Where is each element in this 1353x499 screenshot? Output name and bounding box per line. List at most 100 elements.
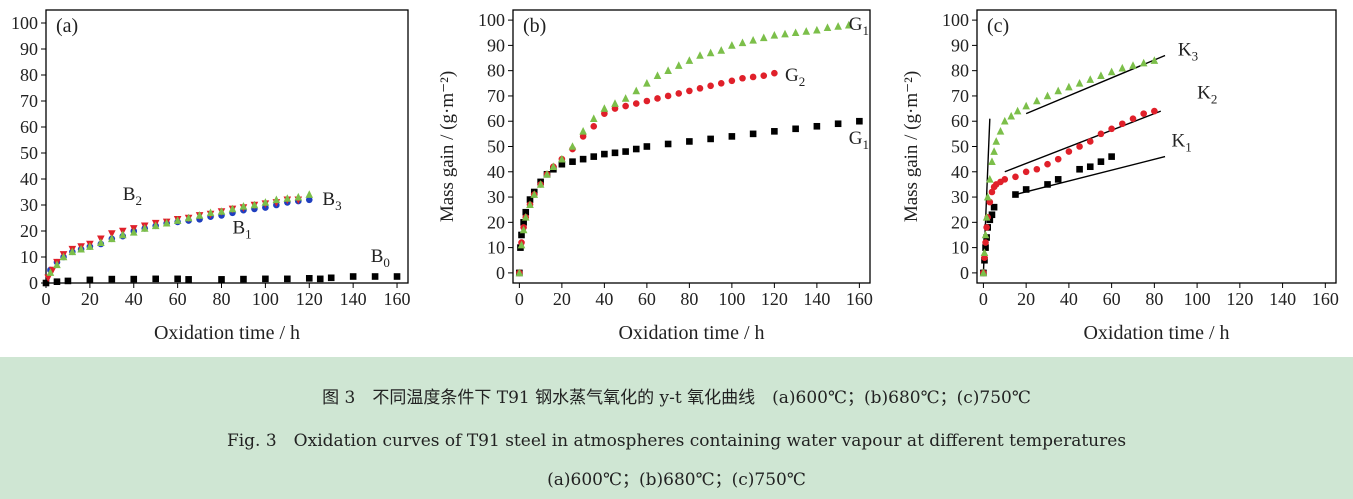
data-point-g3 — [517, 240, 526, 249]
data-point-g2 — [590, 122, 598, 130]
data-point-k1 — [990, 203, 998, 211]
y-tick-label: 60 — [20, 117, 38, 137]
data-point-g3 — [759, 33, 768, 42]
y-tick-label: 30 — [951, 187, 969, 207]
data-point-k3 — [980, 248, 989, 256]
data-point-b3 — [53, 260, 61, 269]
data-point-b0 — [64, 277, 72, 285]
data-point-b0 — [174, 275, 181, 283]
data-point-g3 — [621, 94, 630, 102]
data-point-b3 — [140, 224, 149, 232]
data-point-g3 — [515, 268, 524, 277]
data-point-k2 — [1022, 168, 1030, 176]
data-point-b3 — [68, 247, 77, 256]
data-point-b0 — [240, 275, 247, 283]
y-tick-label: 10 — [951, 238, 969, 258]
data-point-g3 — [781, 29, 789, 38]
x-tick-label: 140 — [803, 289, 830, 309]
data-point-k2 — [1076, 143, 1083, 150]
data-point-k2 — [1119, 120, 1126, 128]
x-tick-label: 80 — [213, 289, 231, 309]
data-point-g1 — [643, 143, 651, 150]
x-axis-label: Oxidation time / h — [1083, 322, 1229, 344]
y-tick-label: 20 — [951, 212, 969, 232]
data-point-k1 — [1086, 163, 1094, 171]
y-tick-label: 30 — [487, 187, 505, 207]
y-tick-label: 60 — [951, 111, 969, 131]
data-point-g2 — [749, 73, 757, 81]
y-tick-label: 40 — [20, 169, 38, 189]
data-point-g3 — [834, 22, 842, 30]
data-point-b3 — [272, 195, 281, 204]
x-tick-label: 160 — [384, 289, 411, 309]
data-point-g2 — [760, 72, 768, 80]
data-point-b3 — [184, 213, 193, 222]
y-axis-label: Mass gain / (g·m⁻²) — [437, 71, 458, 222]
figure-area: 0 20 40 60 80 100 120 140 160 0 10 20 30 40 50 60 70 80 90… — [11, 9, 1339, 344]
x-tick-label: 20 — [81, 289, 99, 309]
y-tick-label: 90 — [487, 35, 505, 55]
data-point-b3 — [77, 244, 85, 253]
data-point-b3 — [261, 198, 270, 206]
y-tick-label: 40 — [487, 162, 505, 182]
data-point-b2 — [48, 266, 57, 275]
data-point-g2 — [728, 77, 736, 85]
data-point-b0 — [53, 278, 61, 285]
data-point-g2 — [601, 110, 608, 117]
series-annotation: K2 — [1197, 82, 1217, 106]
y-tick-label: 100 — [11, 13, 38, 33]
x-tick-label: 160 — [1312, 289, 1339, 309]
data-point-g3 — [717, 46, 726, 54]
data-point-k2 — [1108, 125, 1115, 133]
data-point-k2 — [1097, 130, 1105, 138]
panel-label: (a) — [56, 15, 78, 37]
data-point-b0 — [185, 276, 192, 283]
data-point-g3 — [664, 66, 672, 74]
y-tick-label: 40 — [951, 162, 969, 182]
data-point-g2 — [632, 100, 640, 107]
data-point-g2 — [696, 85, 704, 92]
data-point-b3 — [195, 211, 204, 219]
data-point-b0 — [262, 275, 269, 283]
data-point-b3 — [305, 190, 314, 198]
data-point-g1 — [522, 208, 530, 216]
data-point-g1 — [728, 133, 736, 140]
data-point-g2 — [717, 80, 725, 87]
data-point-k1 — [1108, 153, 1115, 160]
data-point-k3 — [992, 137, 1001, 145]
data-point-g2 — [622, 102, 629, 110]
data-point-g1 — [664, 140, 672, 148]
y-tick-label: 0 — [496, 263, 505, 283]
data-point-k2 — [1033, 165, 1041, 173]
data-point-g1 — [834, 120, 842, 128]
y-tick-label: 100 — [478, 10, 505, 30]
data-point-k1 — [1076, 165, 1083, 173]
y-tick-label: 90 — [951, 35, 969, 55]
data-point-g2 — [654, 95, 661, 102]
data-point-k3 — [1150, 56, 1159, 64]
data-point-k2 — [1151, 107, 1158, 115]
data-point-b3 — [86, 242, 94, 250]
caption-english: Fig. 3 Oxidation curves of T91 steel in … — [226, 431, 1127, 451]
y-tick-label: 80 — [951, 61, 969, 81]
data-point-b3 — [59, 252, 68, 261]
data-point-g3 — [685, 56, 694, 64]
data-point-k3 — [983, 192, 992, 201]
series-annotation: G1 — [849, 128, 869, 152]
data-point-g3 — [844, 20, 853, 29]
series-annotation: B3 — [322, 189, 341, 213]
x-tick-label: 140 — [1269, 289, 1296, 309]
data-point-g1 — [601, 150, 608, 158]
data-point-g3 — [558, 154, 566, 163]
data-point-g1 — [632, 145, 640, 153]
data-point-g3 — [530, 190, 539, 198]
data-point-b0 — [42, 279, 50, 287]
data-point-b0 — [152, 275, 159, 283]
data-point-k1 — [1054, 176, 1062, 183]
data-point-g1 — [518, 231, 525, 239]
data-point-k1 — [982, 244, 989, 251]
x-tick-label: 0 — [42, 289, 51, 309]
data-point-k1 — [1097, 158, 1105, 165]
data-point-g3 — [674, 61, 683, 69]
data-point-g2 — [707, 82, 714, 90]
